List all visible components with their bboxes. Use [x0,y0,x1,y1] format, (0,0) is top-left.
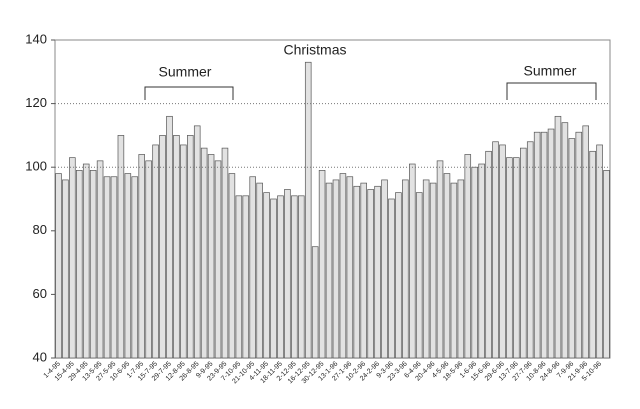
plot-frame [54,39,611,359]
bar [249,176,256,359]
bar [395,192,402,359]
bar [603,170,610,359]
bar [235,195,243,359]
bar [277,195,284,359]
bar [76,170,83,359]
bar [103,176,111,359]
bar [402,179,409,359]
bar [228,173,236,359]
bar [575,131,583,359]
bar [166,115,173,359]
bar [270,198,277,359]
bar [533,131,541,359]
bar [485,150,492,359]
bar [450,182,458,359]
bar [180,144,187,359]
y-tick-label: 140 [25,31,47,46]
bar [187,135,194,359]
bar [360,182,367,359]
bar [589,150,596,359]
bar [540,131,548,359]
bar [415,192,423,359]
bar [96,160,104,359]
bar [499,144,506,359]
bar [173,135,180,359]
bar [346,176,354,359]
bar [263,192,270,359]
bar [464,154,472,359]
bar [554,115,562,359]
bar [582,125,589,359]
annotation: Summer [524,63,577,79]
bar [298,195,305,359]
bar [284,189,291,359]
annotation: Summer [159,64,212,80]
bar [325,182,333,359]
bar [367,189,374,359]
bar [374,185,381,359]
bar [436,160,444,359]
bar [443,173,451,359]
bar [62,179,69,359]
y-tick-label: 60 [33,286,47,301]
annotation: Christmas [283,42,346,58]
bar [561,122,569,359]
bar [409,163,416,359]
bar [596,144,603,359]
bar [291,195,298,359]
bar [124,173,132,359]
y-tick-label: 120 [25,95,47,110]
bar [138,154,145,359]
bar [492,141,499,359]
bar [89,170,97,359]
bar [388,198,395,359]
bar [131,176,139,359]
bar [506,157,513,359]
bar [471,166,478,359]
bar [547,128,555,359]
bar [304,61,312,359]
bar [55,173,62,359]
bar [221,147,229,359]
bar [69,157,76,359]
bar [568,138,576,359]
summer-bracket [144,82,597,100]
bar [422,179,430,359]
bar [110,176,118,359]
bar [152,144,159,359]
bar [520,147,527,359]
bar [117,135,125,359]
bar [513,157,520,359]
bar [526,141,534,359]
bar [82,163,90,359]
bar [145,160,152,359]
bar [318,170,326,359]
bar [242,195,250,359]
bar [214,160,222,359]
bar [353,185,361,359]
bar [193,125,201,359]
bar [457,179,465,359]
y-tick-label: 80 [33,222,47,237]
bar [332,179,340,359]
bar [256,182,263,359]
bar [381,179,388,359]
y-tick-label: 40 [33,349,47,364]
bar [429,182,437,359]
y-tick-label: 100 [25,159,47,174]
bar [339,173,347,359]
bar [311,246,319,359]
bar [200,147,208,359]
bar [478,163,485,359]
bar [207,154,215,359]
bar [159,135,166,359]
